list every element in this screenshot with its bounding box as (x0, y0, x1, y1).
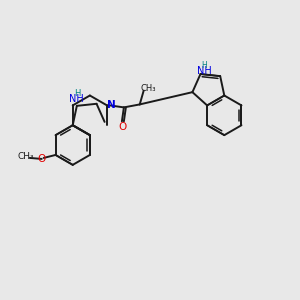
Text: H: H (74, 89, 80, 98)
Text: O: O (38, 154, 46, 164)
Text: CH₃: CH₃ (17, 152, 34, 161)
Text: H: H (202, 61, 207, 70)
Text: N: N (106, 100, 116, 110)
Text: NH: NH (70, 94, 84, 104)
Text: NH: NH (197, 66, 212, 76)
Text: CH₃: CH₃ (141, 84, 156, 93)
Text: O: O (119, 122, 127, 132)
